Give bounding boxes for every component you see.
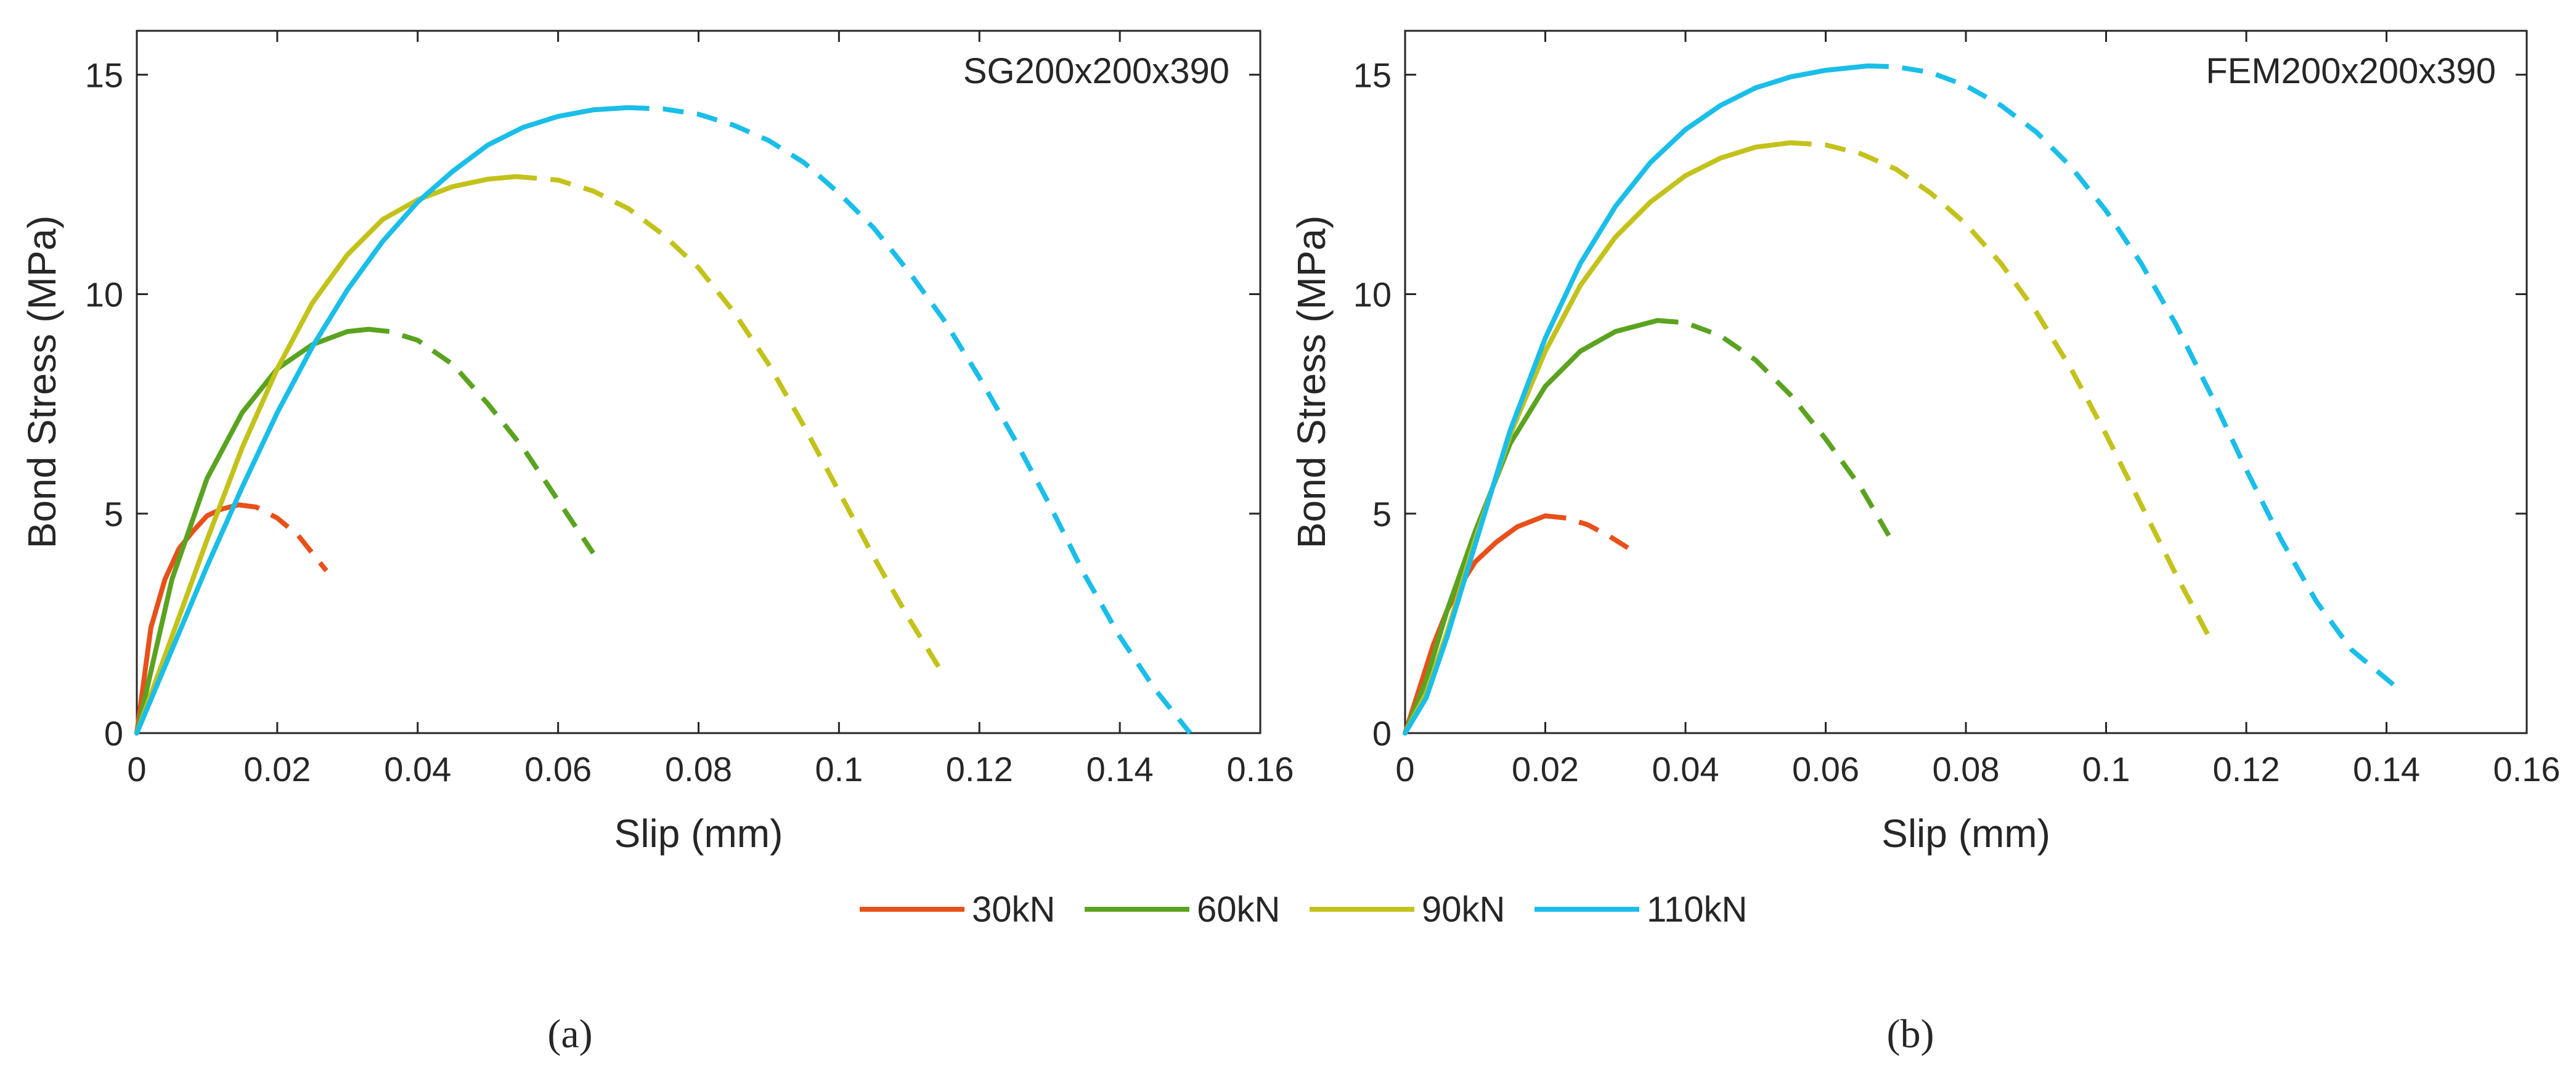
series-line-110kn-solid (134, 105, 631, 736)
x-axis-label: Slip (mm) (1881, 811, 2050, 856)
y-tick-label: 10 (1353, 275, 1392, 314)
series-line-30kn-dashed (238, 502, 328, 572)
panel-label-b: (b) (1887, 1012, 1934, 1057)
x-tick-label: 0.1 (815, 750, 863, 789)
x-tick-label: 0 (1395, 750, 1414, 789)
y-tick-label: 0 (104, 714, 123, 753)
x-tick-label: 0.02 (1512, 750, 1579, 789)
series-line-110kn-solid (1403, 63, 1870, 736)
x-tick-label: 0.14 (1086, 750, 1154, 789)
x-tick-label: 0.08 (665, 750, 732, 789)
x-tick-label: 0.06 (524, 750, 592, 789)
x-tick-label: 0 (127, 750, 146, 789)
chart-title: SG200x200x390 (963, 51, 1229, 91)
y-tick-label: 10 (85, 275, 123, 314)
legend-label-110kn: 110kN (1647, 890, 1747, 930)
x-tick-label: 0.16 (2493, 750, 2561, 789)
chart-b: 0 0.02 0.04 0.06 0.08 0.1 0.12 0.14 0.16 0 5 10 15 Sl… (1289, 30, 2561, 856)
x-tick-label: 0.1 (2082, 750, 2130, 789)
y-axis-label: Bond Stress (MPa) (20, 216, 64, 549)
plot-area (136, 30, 1262, 734)
y-tick-label: 5 (104, 495, 123, 533)
series-line-60kn-solid (134, 327, 371, 736)
series-line-90kn-solid (134, 174, 519, 736)
y-tick-label: 15 (1353, 55, 1392, 94)
series-line-60kn-solid (1403, 318, 1660, 736)
series-line-30kn-dashed (1545, 513, 1631, 551)
y-axis-label: Bond Stress (MPa) (1289, 216, 1334, 549)
x-tick-label: 0.12 (946, 750, 1013, 789)
legend-label-30kn: 30kN (972, 890, 1055, 930)
series-line-60kn-dashed (368, 327, 595, 555)
series-line-110kn-dashed (1867, 63, 2395, 687)
x-axis-label: Slip (mm) (614, 811, 783, 856)
legend-label-60kn: 60kN (1197, 890, 1280, 930)
y-tick-label: 0 (1372, 714, 1392, 753)
legend: 30kN 60kN 90kN 110kN (860, 890, 1747, 930)
x-tick-label: 0.04 (384, 750, 451, 789)
legend-label-90kn: 90kN (1422, 890, 1505, 930)
chart-a: 0 0.02 0.04 0.06 0.08 0.1 0.12 0.14 0.16 0 5 10 15 Sl… (20, 30, 1294, 856)
x-tick-label: 0.02 (243, 750, 311, 789)
x-tick-label: 0.08 (1933, 750, 2000, 789)
x-tick-label: 0.14 (2353, 750, 2420, 789)
y-tick-label: 15 (85, 55, 123, 94)
panel-label-a: (a) (547, 1012, 592, 1057)
x-tick-label: 0.04 (1652, 750, 1719, 789)
series-line-90kn-dashed (515, 174, 947, 678)
chart-title: FEM200x200x390 (2206, 51, 2496, 91)
x-tick-label: 0.06 (1792, 750, 1859, 789)
y-tick-label: 5 (1372, 495, 1392, 533)
x-tick-label: 0.12 (2213, 750, 2280, 789)
x-tick-label: 0.16 (1227, 750, 1294, 789)
plot-area (1404, 30, 2528, 734)
series-line-90kn-dashed (1790, 140, 2214, 643)
